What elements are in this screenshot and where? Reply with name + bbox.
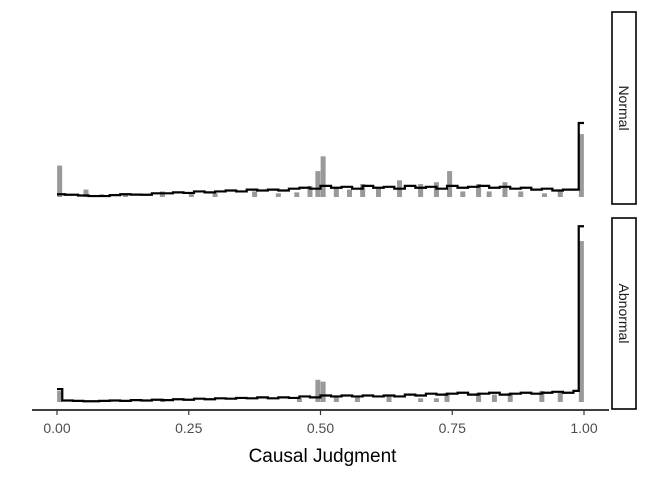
panel-normal-bar-12: [320, 156, 326, 197]
panel-abnormal-step-line: [57, 225, 584, 403]
x-tick-label-0: 0.00: [43, 420, 70, 436]
panel-normal-bar-8: [275, 193, 281, 197]
panel-normal-bar-21: [460, 191, 466, 197]
x-axis-ticks: 0.00 0.25 0.50 0.75 1.00: [43, 410, 598, 436]
panel-abnormal-bar-15: [557, 392, 563, 402]
panel-abnormal-bar-10: [444, 392, 450, 402]
panel-abnormal-bar-14: [539, 390, 545, 402]
panel-normal-bar-24: [502, 182, 508, 197]
panel-abnormal-bar-8: [418, 398, 424, 402]
panel-abnormal-bar-4: [320, 381, 326, 402]
panel-normal-bar-7: [252, 191, 258, 197]
panel-normal-strip: [611, 11, 637, 205]
panel-normal-bar-5: [188, 192, 194, 198]
panel-normal-bar-9: [294, 192, 300, 198]
panel-abnormal-bar-9: [433, 398, 439, 402]
panel-abnormal-bar-0: [57, 390, 63, 402]
panel-normal-bar-16: [375, 187, 381, 197]
panel-abnormal-bar-7: [386, 394, 392, 402]
panel-abnormal-bar-5: [333, 396, 339, 402]
panel-normal-bar-10: [307, 185, 313, 197]
panel-normal-bar-6: [212, 193, 218, 197]
x-tick-label-3: 0.75: [439, 420, 466, 436]
panel-normal-bar-0: [57, 165, 63, 197]
panel-abnormal-bar-16: [578, 241, 584, 402]
panel-normal-bar-14: [346, 189, 352, 197]
panel-normal-bar-27: [557, 191, 563, 197]
panel-normal-bar-22: [476, 184, 482, 197]
panel-abnormal-bar-3: [315, 379, 321, 402]
panel-normal-bar-20: [447, 171, 453, 197]
panel-normal-bar-26: [541, 193, 547, 197]
panel-normal-bar-28: [578, 134, 584, 197]
panel-normal-bar-25: [518, 191, 524, 197]
panel-abnormal-strip-label: Abnormal: [616, 284, 632, 344]
panel-abnormal-bar-12: [491, 394, 497, 402]
x-tick-label-4: 1.00: [570, 420, 597, 436]
panel-abnormal-bar-2: [296, 398, 302, 402]
panel-abnormal-bar-13: [507, 392, 513, 402]
panel-normal-bar-11: [315, 171, 321, 197]
x-tick-label-2: 0.50: [307, 420, 334, 436]
panel-normal-step-line: [57, 121, 584, 198]
panel-normal-strip-label: Normal: [616, 85, 632, 130]
panel-normal: Normal: [57, 11, 637, 205]
panel-abnormal-bar-6: [354, 396, 360, 402]
panel-abnormal: Abnormal: [57, 217, 637, 410]
panel-normal-step-path: [57, 121, 584, 198]
panel-normal-bar-13: [333, 187, 339, 197]
x-tick-label-1: 0.25: [175, 420, 202, 436]
panel-normal-bar-18: [418, 184, 424, 197]
panel-normal-bar-15: [360, 184, 366, 197]
panel-normal-bar-23: [486, 191, 492, 197]
panel-abnormal-step-path: [57, 225, 584, 403]
x-axis-title: Causal Judgment: [249, 446, 398, 467]
panel-abnormal-bars: [57, 241, 584, 402]
panel-abnormal-bar-11: [476, 392, 482, 402]
panel-normal-bar-1: [83, 189, 89, 197]
panel-abnormal-strip: [611, 217, 637, 410]
